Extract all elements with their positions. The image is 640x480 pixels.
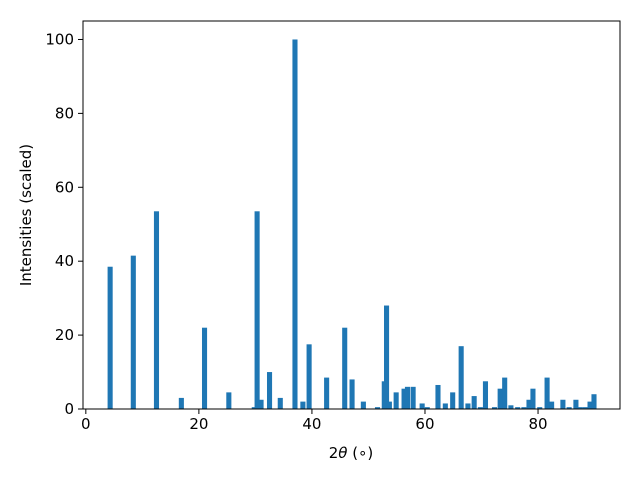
bar	[544, 377, 550, 409]
bar	[201, 327, 208, 409]
y-tick-label: 80	[55, 104, 74, 122]
bar	[349, 379, 355, 409]
bar	[306, 344, 312, 409]
bar	[587, 401, 593, 409]
bar	[419, 403, 425, 409]
bar	[277, 397, 283, 409]
bar	[560, 399, 566, 409]
x-axis-label-theta: θ	[338, 444, 347, 462]
bar	[530, 388, 536, 409]
bar	[342, 327, 348, 409]
bar	[458, 346, 464, 409]
bar	[266, 372, 273, 409]
y-axis-label: Intensities (scaled)	[17, 144, 35, 286]
y-tick-label: 60	[55, 178, 74, 196]
x-tick-label: 40	[302, 415, 321, 433]
x-tick-label: 80	[528, 415, 547, 433]
bar	[465, 403, 471, 409]
bar	[477, 407, 483, 409]
bar	[292, 39, 298, 409]
bar	[549, 401, 555, 409]
bar	[521, 407, 527, 409]
bar	[526, 399, 532, 409]
bar	[577, 407, 583, 409]
bar	[374, 407, 381, 409]
y-tick-label: 40	[55, 252, 74, 270]
x-axis-label-unit: (∘)	[347, 444, 373, 462]
bar	[582, 407, 588, 409]
bar	[254, 211, 260, 409]
bar	[410, 386, 416, 409]
bar	[424, 407, 430, 409]
bar	[502, 377, 508, 409]
bar	[178, 397, 184, 409]
bar	[442, 403, 448, 409]
x-tick-label: 0	[81, 415, 91, 433]
bar	[450, 392, 456, 409]
bar	[435, 384, 441, 409]
bar	[300, 401, 306, 409]
bar	[497, 388, 503, 409]
bar	[401, 388, 407, 409]
axes-group: 0 20 40 60 80 0 20 40 60 80 100	[45, 20, 621, 433]
bar	[404, 386, 411, 409]
bars-group	[107, 39, 597, 409]
bar	[573, 399, 579, 409]
bar	[386, 401, 392, 409]
x-axis-label-prefix: 2	[329, 444, 339, 462]
bar	[130, 255, 136, 409]
bar	[258, 399, 264, 409]
bar	[515, 407, 521, 409]
x-axis-label: 2θ (∘)	[329, 444, 374, 462]
bar	[491, 407, 498, 409]
bar	[107, 266, 113, 409]
y-tick-label: 0	[64, 400, 74, 418]
x-tick-label: 60	[415, 415, 434, 433]
bar	[537, 407, 543, 409]
bar	[251, 407, 257, 409]
bar	[384, 305, 390, 409]
bar	[153, 211, 160, 409]
bar	[508, 405, 514, 409]
y-tick-label: 20	[55, 326, 74, 344]
bar	[482, 381, 489, 409]
plot-frame	[82, 20, 621, 410]
bar	[393, 392, 399, 409]
bar	[324, 377, 330, 409]
bar	[566, 407, 572, 409]
bar	[226, 392, 232, 409]
bar	[471, 396, 477, 409]
bar	[360, 401, 366, 409]
x-tick-label: 20	[189, 415, 208, 433]
y-tick-label: 100	[45, 30, 74, 48]
bar	[591, 394, 597, 409]
